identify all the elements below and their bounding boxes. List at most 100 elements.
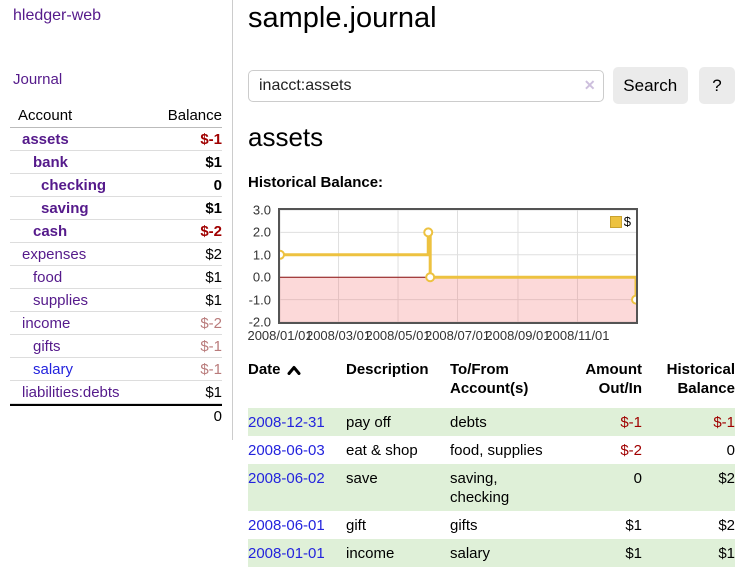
tofrom-column-header: To/From Account(s) [450, 361, 529, 397]
transaction-accounts: debts [450, 414, 487, 431]
account-row-income: income $-2 [10, 312, 222, 335]
transaction-date-link[interactable]: 2008-06-03 [248, 442, 325, 459]
account-row-supplies: supplies $1 [10, 289, 222, 312]
account-link[interactable]: expenses [22, 245, 87, 263]
search-input[interactable] [248, 69, 604, 102]
account-link[interactable]: income [22, 314, 71, 332]
account-row-saving: saving $1 [10, 197, 222, 220]
account-balance: $2 [205, 245, 222, 263]
account-link[interactable]: liabilities:debts [22, 383, 120, 401]
account-link[interactable]: cash [33, 222, 68, 240]
y-axis-tick-label: 1.0 [252, 247, 271, 263]
account-balance: $1 [205, 199, 222, 217]
x-axis-tick-label: 2008/05/01 [365, 328, 431, 343]
x-axis-tick-label: 2008/11/01 [545, 328, 610, 343]
transaction-row: 2008-06-02 save saving, checking 0 $2 [248, 464, 735, 511]
date-sort-header[interactable]: Date [248, 360, 346, 379]
transaction-accounts: gifts [450, 517, 478, 534]
x-axis-tick-label: 2008/03/01 [305, 328, 372, 343]
transaction-balance: $1 [642, 539, 735, 567]
account-row-assets: assets $-1 [10, 128, 222, 151]
transaction-row: 2008-12-31 pay off debts $-1 $-1 [248, 408, 735, 436]
main-content: sample.journal ✕ Search ? assets Histori… [247, 0, 736, 567]
x-axis-tick-label: 2008/07/01 [424, 328, 491, 343]
transaction-amount: $-1 [570, 408, 642, 436]
clear-search-icon[interactable]: ✕ [583, 76, 596, 93]
transaction-description: gift [346, 517, 367, 534]
transaction-amount: $1 [625, 517, 642, 534]
account-balance: $-2 [200, 314, 222, 332]
amount-column-header: Amount Out/In [585, 361, 642, 397]
account-link[interactable]: food [33, 268, 63, 286]
app-brand-link[interactable]: hledger-web [13, 7, 102, 24]
account-balance: $1 [205, 268, 222, 286]
transaction-date-link[interactable]: 2008-06-01 [248, 517, 325, 534]
transaction-accounts: food, supplies [450, 442, 543, 459]
chart-heading: Historical Balance: [248, 174, 384, 191]
y-axis-tick-label: -1.0 [248, 292, 271, 308]
account-link[interactable]: bank [33, 153, 69, 171]
transaction-balance: $2 [642, 464, 735, 511]
register-table: Date Description To/From Account(s) Amou… [248, 358, 735, 567]
sort-ascending-icon [287, 365, 301, 375]
account-link[interactable]: salary [33, 360, 74, 378]
account-link[interactable]: supplies [33, 291, 89, 309]
account-link[interactable]: saving [41, 199, 89, 217]
account-link[interactable]: checking [41, 176, 107, 194]
transaction-date-link[interactable]: 2008-06-02 [248, 470, 325, 487]
transaction-amount: $1 [570, 539, 642, 567]
legend-label: $ [623, 214, 631, 229]
transaction-accounts: saving, checking [450, 470, 510, 506]
account-balance: 0 [213, 176, 222, 194]
description-column-header: Description [346, 361, 429, 378]
account-column-header: Account [18, 107, 73, 124]
y-axis-tick-label: -2.0 [248, 314, 271, 330]
account-link[interactable]: gifts [33, 337, 61, 355]
account-balance: $-2 [200, 222, 222, 240]
account-page-title: assets [248, 122, 324, 152]
account-row-expenses: expenses $2 [10, 243, 222, 266]
account-balance: $-1 [200, 337, 222, 355]
chart-y-axis: 3.0 2.0 1.0 0.0 -1.0 -2.0 [248, 203, 273, 330]
x-axis-tick-label: 2008/09/01 [485, 328, 551, 343]
chart-canvas [280, 210, 636, 322]
search-button[interactable]: Search [612, 67, 688, 104]
account-balance-table: Account Balance assets $-1 bank $1 check… [10, 104, 222, 426]
transaction-row: 2008-06-01 gift gifts $1 $2 [248, 511, 735, 539]
page-title: sample.journal [248, 2, 437, 34]
sidebar-item-journal[interactable]: Journal [13, 71, 63, 88]
account-row-cash: cash $-2 [10, 220, 222, 243]
transaction-row: 2008-01-01 income salary $1 $1 [248, 539, 735, 567]
transaction-row: 2008-06-03 eat & shop food, supplies $-2… [248, 436, 735, 464]
x-axis-tick-label: 2008/01/01 [247, 328, 313, 343]
transaction-description: save [346, 464, 450, 511]
transaction-date-link[interactable]: 2008-12-31 [248, 414, 325, 431]
account-row-food: food $1 [10, 266, 222, 289]
transaction-description: income [346, 539, 450, 567]
account-table-header: Account Balance [10, 104, 222, 128]
y-axis-tick-label: 3.0 [252, 202, 271, 218]
transaction-balance: 0 [726, 442, 735, 459]
account-row-salary: salary $-1 [10, 358, 222, 381]
y-axis-tick-label: 0.0 [252, 269, 271, 285]
account-link[interactable]: assets [22, 130, 69, 148]
register-header-row: Date Description To/From Account(s) Amou… [248, 358, 735, 408]
account-row-gifts: gifts $-1 [10, 335, 222, 358]
transaction-balance: $2 [718, 517, 735, 534]
account-row-bank: bank $1 [10, 151, 222, 174]
account-balance: $-1 [200, 130, 222, 148]
transaction-amount: 0 [570, 464, 642, 511]
account-table-total-row: 0 [10, 404, 222, 426]
chart-plot-area[interactable]: $ [278, 208, 638, 324]
transaction-description: pay off [346, 408, 450, 436]
historical-column-header: Historical Balance [666, 361, 735, 397]
account-balance: $-1 [200, 360, 222, 378]
transaction-date-link[interactable]: 2008-01-01 [248, 545, 325, 562]
transaction-amount: $-2 [620, 442, 642, 459]
help-button[interactable]: ? [698, 67, 736, 104]
transaction-accounts: salary [450, 545, 491, 562]
account-balance: $1 [205, 291, 222, 309]
y-axis-tick-label: 2.0 [252, 224, 271, 240]
sidebar: hledger-web Journal Account Balance asse… [0, 0, 233, 440]
account-row-checking: checking 0 [10, 174, 222, 197]
